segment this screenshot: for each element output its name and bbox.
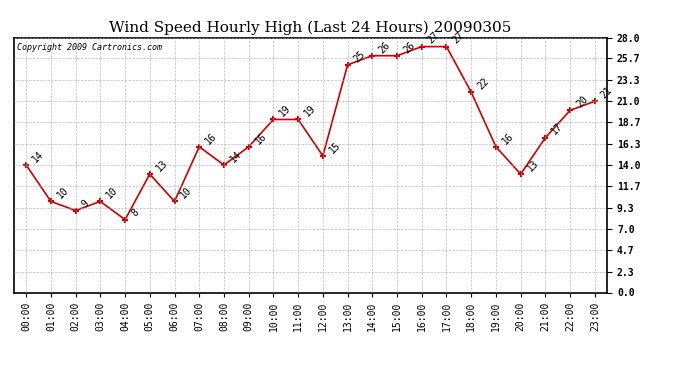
Text: 16: 16: [500, 130, 515, 146]
Text: 26: 26: [377, 39, 392, 55]
Text: 19: 19: [277, 103, 293, 118]
Text: 14: 14: [30, 149, 46, 164]
Text: 25: 25: [352, 49, 367, 64]
Text: 10: 10: [104, 185, 120, 201]
Text: 20: 20: [574, 94, 590, 110]
Text: 21: 21: [599, 85, 614, 100]
Text: 13: 13: [525, 158, 540, 173]
Text: 14: 14: [228, 149, 244, 164]
Text: 9: 9: [80, 198, 91, 210]
Text: 22: 22: [475, 76, 491, 92]
Text: 16: 16: [253, 130, 268, 146]
Title: Wind Speed Hourly High (Last 24 Hours) 20090305: Wind Speed Hourly High (Last 24 Hours) 2…: [109, 21, 512, 35]
Text: 27: 27: [451, 30, 466, 46]
Text: 26: 26: [401, 39, 417, 55]
Text: 8: 8: [129, 208, 141, 219]
Text: 19: 19: [302, 103, 317, 118]
Text: Copyright 2009 Cartronics.com: Copyright 2009 Cartronics.com: [17, 43, 161, 52]
Text: 16: 16: [204, 130, 219, 146]
Text: 13: 13: [154, 158, 169, 173]
Text: 10: 10: [55, 185, 70, 201]
Text: 10: 10: [179, 185, 194, 201]
Text: 15: 15: [327, 140, 342, 155]
Text: 17: 17: [549, 122, 565, 137]
Text: 27: 27: [426, 30, 442, 46]
